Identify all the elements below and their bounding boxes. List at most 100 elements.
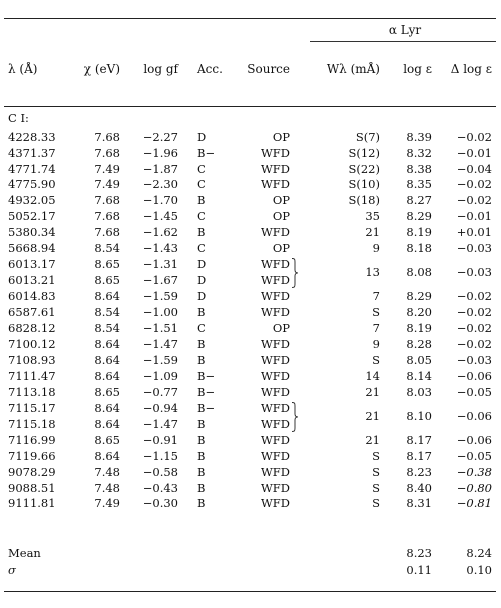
table-cell-w: 7: [372, 289, 380, 304]
table-cell-lambda: 5668.94: [8, 241, 56, 256]
table-cell-lambda: 4775.90: [8, 177, 56, 192]
table-cell-acc: C: [197, 161, 206, 176]
table-cell-dle: −0.03: [456, 241, 492, 256]
table-cell-src: WFD: [260, 400, 290, 415]
table-cell-loggf: −1.59: [142, 289, 178, 304]
table-cell-blend-dle: −0.03: [456, 265, 492, 280]
table-cell-loggf: −1.62: [142, 225, 178, 240]
table-cell-w: S: [372, 305, 380, 320]
table-cell-lambda: 6013.17: [8, 257, 56, 272]
table-cell-loggf: −1.31: [142, 257, 178, 272]
table-cell-acc: B−: [197, 145, 216, 160]
bottom-rule: [4, 591, 496, 592]
table-cell-dle: −0.01: [456, 209, 492, 224]
table-cell-src: OP: [272, 321, 290, 335]
table-cell-chi: 8.64: [94, 352, 120, 367]
table-cell-le: 8.31: [406, 496, 432, 511]
table-cell-src: WFD: [260, 145, 290, 160]
table-cell-acc: B: [197, 416, 206, 431]
table-cell-chi: 8.65: [94, 257, 120, 272]
brace-icon: [291, 258, 299, 289]
table-cell-le: 8.18: [406, 241, 432, 256]
table-cell-lambda: 4771.74: [8, 161, 56, 176]
table-cell-dle: −0.01: [456, 145, 492, 160]
table-cell-src: WFD: [260, 496, 290, 511]
table-cell-le: 8.35: [406, 177, 432, 192]
column-header: Δ log ε: [450, 62, 492, 76]
brace-icon: [291, 401, 299, 432]
table-cell-dle: −0.05: [456, 384, 492, 399]
table-cell-le: 8.17: [406, 448, 432, 463]
table-cell-lambda: 7116.99: [8, 432, 56, 447]
table-cell-acc: B: [197, 225, 206, 240]
table-cell-dle: −0.02: [456, 321, 492, 335]
summary-log-eps: 8.23: [406, 546, 432, 560]
column-header: Source: [247, 62, 290, 76]
table-cell-chi: 7.49: [94, 161, 120, 176]
table-cell-src: WFD: [260, 177, 290, 192]
table-cell-acc: C: [197, 177, 206, 192]
table-cell-blend-le: 8.08: [406, 265, 432, 280]
table-cell-loggf: −1.87: [142, 161, 178, 176]
table-cell-le: 8.03: [406, 384, 432, 399]
table-cell-src: WFD: [260, 368, 290, 383]
table-cell-lambda: 7115.17: [8, 400, 56, 415]
table-cell-chi: 8.64: [94, 400, 120, 415]
table-cell-acc: B: [197, 352, 206, 367]
table-cell-le: 8.14: [406, 368, 432, 383]
table-cell-le: 8.23: [406, 464, 432, 479]
table-cell-dle: −0.81: [456, 496, 492, 511]
table-cell-dle: −0.05: [456, 448, 492, 463]
table-cell-lambda: 9088.51: [8, 480, 56, 495]
table-cell-dle: −0.06: [456, 368, 492, 383]
table-cell-w: 9: [372, 241, 380, 256]
column-header: log ε: [403, 62, 432, 76]
table-cell-src: OP: [272, 241, 290, 256]
summary-dlog-eps: 8.24: [466, 546, 492, 560]
table-cell-acc: B: [197, 480, 206, 495]
table-cell-lambda: 5052.17: [8, 209, 56, 224]
table-cell-acc: D: [197, 273, 207, 288]
table-cell-acc: B−: [197, 368, 216, 383]
table-cell-dle: −0.38: [456, 464, 492, 479]
table-cell-acc: B: [197, 432, 206, 447]
column-header: Acc.: [197, 62, 223, 76]
table-cell-loggf: −0.91: [142, 432, 178, 447]
table-cell-lambda: 4371.37: [8, 145, 56, 160]
table-cell-dle: −0.02: [456, 289, 492, 304]
table-cell-blend-w: 13: [365, 265, 380, 280]
table-cell-chi: 8.64: [94, 368, 120, 383]
table-cell-le: 8.38: [406, 161, 432, 176]
table-cell-chi: 7.68: [94, 193, 120, 208]
table-cell-lambda: 9111.81: [8, 496, 56, 511]
table-cell-w: S(12): [348, 145, 381, 160]
column-header: λ (Å): [8, 62, 38, 76]
table-cell-w: S: [372, 496, 380, 511]
table-cell-chi: 7.49: [94, 496, 120, 511]
column-header: χ (eV): [83, 62, 120, 76]
table-cell-src: WFD: [260, 384, 290, 399]
table-cell-loggf: −0.58: [142, 464, 178, 479]
group-rule: [310, 41, 496, 42]
table-cell-dle: −0.02: [456, 129, 492, 144]
table-cell-src: WFD: [260, 448, 290, 463]
table-cell-lambda: 7111.47: [8, 368, 56, 383]
table-cell-dle: −0.03: [456, 352, 492, 367]
table-cell-chi: 8.54: [94, 321, 120, 335]
table-cell-acc: B−: [197, 384, 216, 399]
table-cell-lambda: 7119.66: [8, 448, 56, 463]
table-cell-loggf: −1.67: [142, 273, 178, 288]
table-cell-acc: B: [197, 464, 206, 479]
table-cell-w: 35: [365, 209, 380, 224]
table-cell-src: WFD: [260, 416, 290, 431]
table-cell-chi: 8.54: [94, 305, 120, 320]
table-cell-loggf: −0.30: [142, 496, 178, 511]
table-cell-le: 8.19: [406, 321, 432, 335]
table-cell-chi: 7.68: [94, 145, 120, 160]
table-cell-le: 8.19: [406, 225, 432, 240]
table-cell-loggf: −1.09: [142, 368, 178, 383]
table-cell-lambda: 6828.12: [8, 321, 56, 335]
table-cell-le: 8.32: [406, 145, 432, 160]
table-cell-acc: B: [197, 193, 206, 208]
table-cell-chi: 8.54: [94, 241, 120, 256]
